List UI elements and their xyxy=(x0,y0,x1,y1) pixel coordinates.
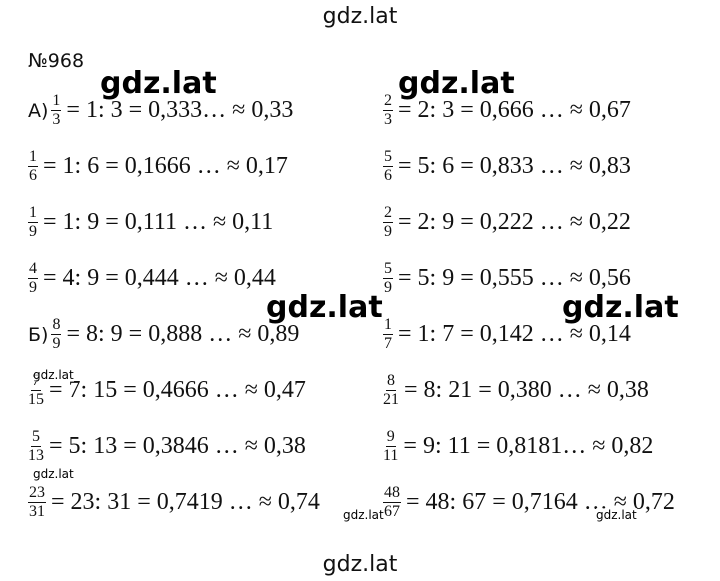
denominator: 9 xyxy=(29,279,37,296)
denominator: 11 xyxy=(383,447,399,464)
watermark: gdz.lat xyxy=(343,508,384,522)
numerator: 5 xyxy=(383,260,393,279)
numerator: 4 xyxy=(28,260,38,279)
numerator: 9 xyxy=(385,428,396,447)
equation: 23 31 = 23: 31 = 0,7419 … ≈ 0,74 xyxy=(28,484,320,521)
watermark: gdz.lat xyxy=(100,66,217,101)
denominator: 9 xyxy=(384,279,392,296)
numerator: 5 xyxy=(31,428,41,447)
fraction: 9 11 xyxy=(383,428,398,465)
equation-text: = 5: 6 = 0,833 … ≈ 0,83 xyxy=(398,153,631,179)
header-site: gdz.lat xyxy=(322,4,398,29)
denominator: 9 xyxy=(29,223,37,240)
equation-text: = 9: 11 = 0,8181… ≈ 0,82 xyxy=(403,433,654,459)
equation: 5 9 = 5: 9 = 0,555 … ≈ 0,56 xyxy=(383,260,631,297)
watermark: gdz.lat xyxy=(562,290,679,325)
equation-text: = 8: 9 = 0,888 … ≈ 0,89 xyxy=(66,321,300,347)
equation-text: = 2: 3 = 0,666 … ≈ 0,67 xyxy=(398,97,631,123)
denominator: 7 xyxy=(384,335,392,352)
denominator: 9 xyxy=(52,335,61,352)
watermark: gdz.lat xyxy=(398,66,515,101)
numerator: 5 xyxy=(383,148,393,167)
equation-text: = 1: 6 = 0,1666 … ≈ 0,17 xyxy=(43,153,288,179)
fraction: 8 21 xyxy=(383,372,399,409)
equation-text: = 7: 15 = 0,4666 … ≈ 0,47 xyxy=(49,377,306,403)
equation-text: = 1: 7 = 0,142 … ≈ 0,14 xyxy=(398,321,631,347)
problem-number: №968 xyxy=(28,50,85,72)
footer-site: gdz.lat xyxy=(322,552,398,577)
equation-text: = 8: 21 = 0,380 … ≈ 0,38 xyxy=(404,377,649,403)
equation: 1 9 = 1: 9 = 0,111 … ≈ 0,11 xyxy=(28,204,273,241)
equation: Б) 8 9 = 8: 9 = 0,888 … ≈ 0,89 xyxy=(28,316,299,353)
equation-text: = 5: 13 = 0,3846 … ≈ 0,38 xyxy=(49,433,306,459)
equation: 5 6 = 5: 6 = 0,833 … ≈ 0,83 xyxy=(383,148,631,185)
numerator: 2 xyxy=(383,92,393,111)
equation-text: = 23: 31 = 0,7419 … ≈ 0,74 xyxy=(51,489,320,515)
fraction: 23 31 xyxy=(28,484,46,521)
numerator: 48 xyxy=(383,484,401,503)
equation-text: = 4: 9 = 0,444 … ≈ 0,44 xyxy=(43,265,276,291)
equation: 2 3 = 2: 3 = 0,666 … ≈ 0,67 xyxy=(383,92,631,129)
watermark: gdz.lat xyxy=(266,290,383,325)
item-label: Б) xyxy=(28,323,49,346)
equation: 1 7 = 1: 7 = 0,142 … ≈ 0,14 xyxy=(383,316,631,353)
watermark: gdz.lat xyxy=(596,508,637,522)
denominator: 15 xyxy=(28,391,44,408)
watermark: gdz.lat xyxy=(33,368,74,382)
denominator: 67 xyxy=(384,503,400,520)
denominator: 6 xyxy=(29,167,37,184)
denominator: 3 xyxy=(52,111,61,128)
numerator: 1 xyxy=(383,316,393,335)
equation-text: = 2: 9 = 0,222 … ≈ 0,22 xyxy=(398,209,631,235)
equation: 2 9 = 2: 9 = 0,222 … ≈ 0,22 xyxy=(383,204,631,241)
equation-text: = 1: 9 = 0,111 … ≈ 0,11 xyxy=(43,209,274,235)
equation: 5 13 = 5: 13 = 0,3846 … ≈ 0,38 xyxy=(28,428,306,465)
numerator: 8 xyxy=(51,316,62,335)
equation: 8 21 = 8: 21 = 0,380 … ≈ 0,38 xyxy=(383,372,649,409)
numerator: 2 xyxy=(383,204,393,223)
equation: А) 1 3 = 1: 3 = 0,333… ≈ 0,33 xyxy=(28,92,293,129)
denominator: 31 xyxy=(29,503,45,520)
equation-text: = 5: 9 = 0,555 … ≈ 0,56 xyxy=(398,265,631,291)
denominator: 9 xyxy=(384,223,392,240)
numerator: 23 xyxy=(28,484,46,503)
denominator: 13 xyxy=(28,447,44,464)
denominator: 21 xyxy=(383,391,399,408)
numerator: 1 xyxy=(28,204,38,223)
numerator: 1 xyxy=(51,92,62,111)
numerator: 8 xyxy=(386,372,396,391)
denominator: 3 xyxy=(384,111,392,128)
equation: 9 11 = 9: 11 = 0,8181… ≈ 0,82 xyxy=(383,428,653,465)
denominator: 6 xyxy=(384,167,392,184)
fraction: 48 67 xyxy=(383,484,401,521)
numerator: 1 xyxy=(28,148,38,167)
item-label: А) xyxy=(28,99,49,122)
equation: 1 6 = 1: 6 = 0,1666 … ≈ 0,17 xyxy=(28,148,288,185)
watermark: gdz.lat xyxy=(33,467,74,481)
equation-text: = 1: 3 = 0,333… ≈ 0,33 xyxy=(66,97,294,123)
fraction: 5 13 xyxy=(28,428,44,465)
equation: 4 9 = 4: 9 = 0,444 … ≈ 0,44 xyxy=(28,260,276,297)
